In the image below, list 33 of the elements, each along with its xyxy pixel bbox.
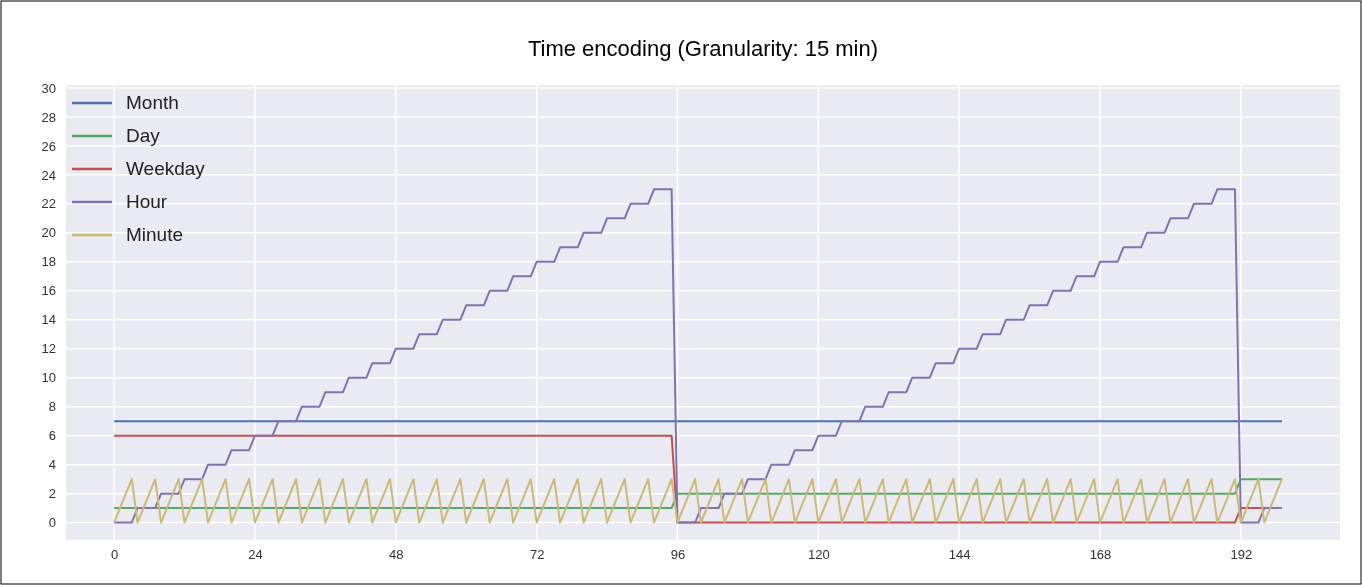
y-tick-label: 20	[41, 225, 56, 241]
y-tick-label: 2	[48, 486, 56, 502]
y-tick-label: 10	[41, 370, 56, 386]
x-tick-label: 192	[1230, 547, 1253, 563]
y-tick-label: 18	[41, 254, 56, 270]
y-tick-label: 8	[48, 399, 56, 415]
y-tick-label: 6	[48, 428, 56, 444]
y-tick-label: 30	[41, 80, 56, 96]
x-tick-label: 96	[670, 547, 686, 563]
y-tick-label: 16	[41, 283, 56, 299]
legend-label: Day	[126, 125, 161, 146]
legend-label: Hour	[126, 191, 168, 212]
x-tick-label: 120	[807, 547, 830, 563]
x-tick-label: 0	[111, 547, 119, 563]
y-tick-label: 28	[41, 109, 56, 125]
y-tick-label: 4	[48, 457, 56, 473]
chart-title: Time encoding (Granularity: 15 min)	[527, 36, 879, 61]
y-tick-label: 0	[48, 515, 56, 531]
legend-label: Minute	[126, 224, 184, 245]
x-tick-label: 48	[389, 547, 404, 563]
legend-label: Month	[126, 92, 179, 113]
legend-label: Weekday	[126, 158, 206, 179]
x-tick-label: 72	[529, 547, 545, 563]
y-tick-label: 26	[41, 138, 56, 154]
y-tick-label: 22	[41, 196, 56, 212]
y-tick-label: 12	[41, 341, 56, 357]
y-tick-label: 24	[41, 167, 56, 183]
y-tick-label: 14	[41, 312, 56, 328]
x-tick-label: 24	[248, 547, 263, 563]
line-series	[113, 478, 1283, 524]
x-tick-label: 144	[948, 547, 971, 563]
line-series	[113, 188, 1283, 524]
x-tick-label: 168	[1089, 547, 1112, 563]
